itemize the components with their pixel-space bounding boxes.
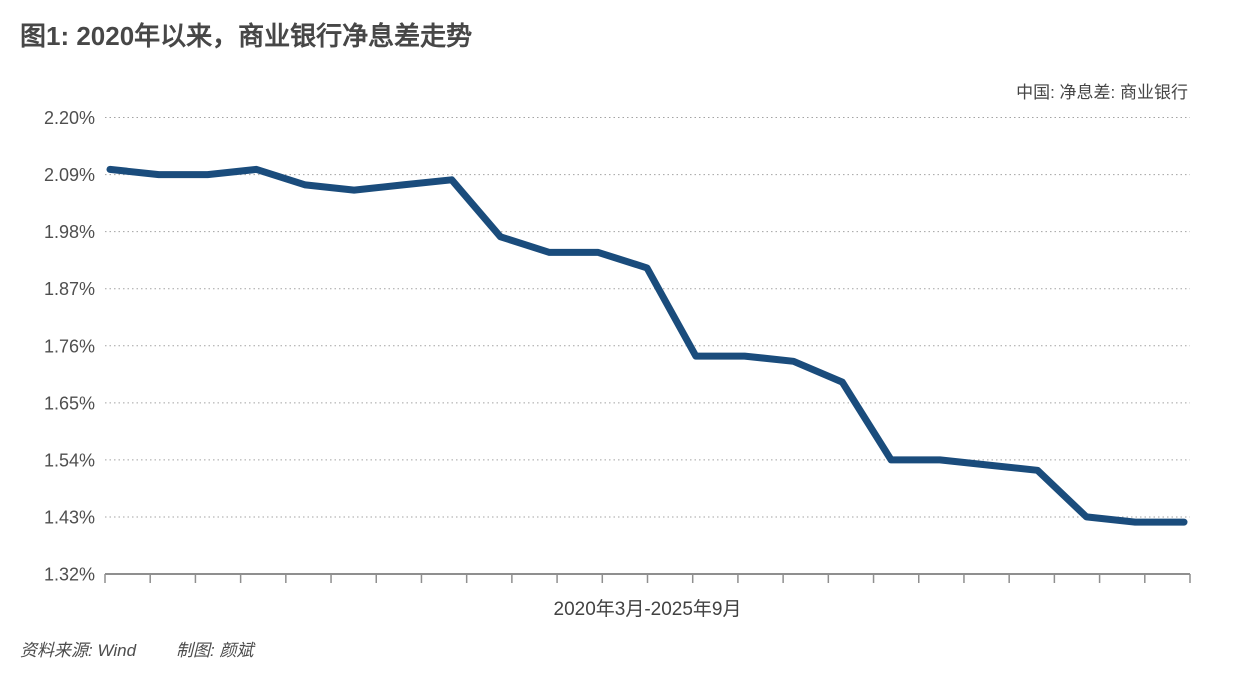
y-tick-label: 2.09%: [44, 165, 95, 185]
x-axis-label: 2020年3月-2025年9月: [553, 599, 742, 620]
y-tick-label: 1.32%: [44, 565, 95, 585]
y-tick-label: 1.54%: [44, 450, 95, 470]
y-tick-label: 1.87%: [44, 279, 95, 299]
y-tick-label: 1.98%: [44, 222, 95, 242]
y-tick-label: 1.43%: [44, 507, 95, 527]
nim-series-line: [106, 165, 1188, 526]
chart-title: 图1: 2020年以来，商业银行净息差走势: [20, 21, 473, 51]
y-tick-label: 2.20%: [44, 108, 95, 128]
chart-footer: 资料来源: Wind 制图: 颜斌: [20, 636, 253, 661]
data-source: 资料来源: Wind: [20, 641, 137, 660]
chart-credit: 制图: 颜斌: [176, 641, 254, 660]
series-legend-label: 中国: 净息差: 商业银行: [1016, 83, 1188, 102]
y-tick-label: 1.76%: [44, 336, 95, 356]
y-tick-label: 1.65%: [44, 393, 95, 413]
